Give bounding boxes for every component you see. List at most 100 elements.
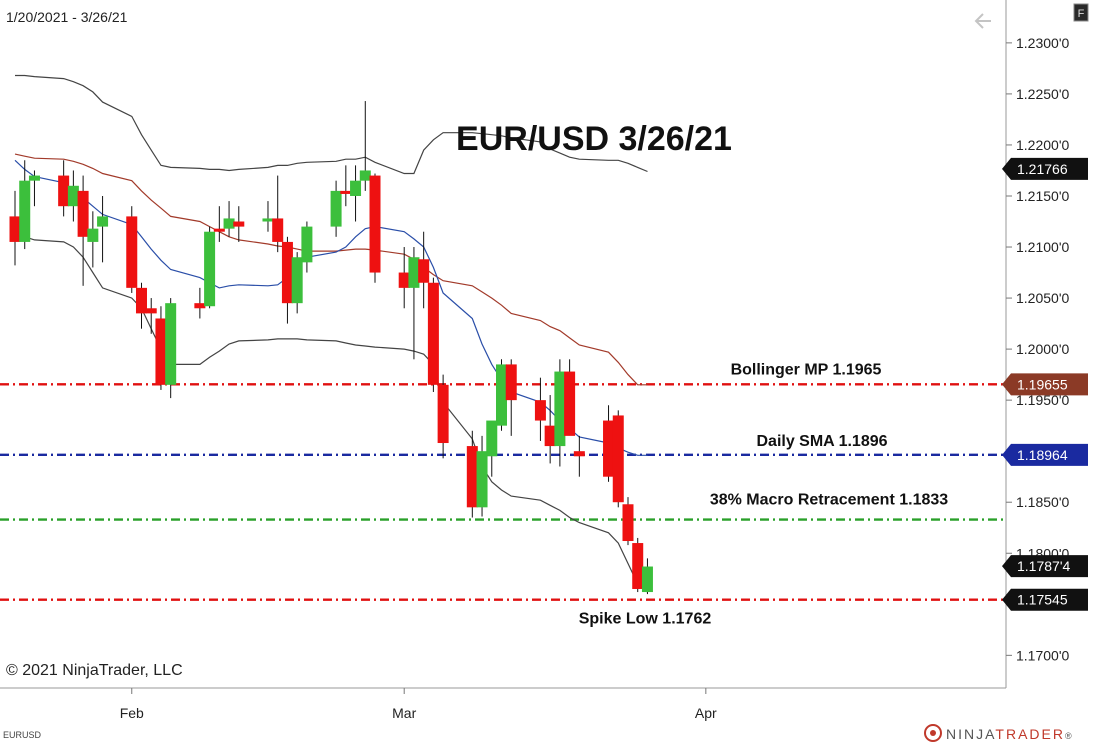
bearish-candle-body <box>544 425 556 447</box>
candle-2021-02-25 <box>359 101 371 191</box>
bullish-candle-body <box>19 180 31 242</box>
macro-retracement-annotation: 38% Macro Retracement 1.1833 <box>710 492 948 509</box>
price-badge-label: 1.1787'4 <box>1017 558 1070 574</box>
y-tick-label: 1.1950'0 <box>1016 392 1069 408</box>
bullish-candle-body <box>301 226 313 263</box>
brand-wordmark: NINJATRADER® <box>946 726 1074 742</box>
bullish-candle-body <box>223 218 235 229</box>
bearish-candle-body <box>194 303 206 309</box>
candle-2021-02-12 <box>233 206 245 242</box>
candle-2021-03-02 <box>408 247 420 360</box>
bollinger-mp-badge: 1.19655 <box>1002 373 1088 396</box>
candle-2021-03-26 <box>641 558 653 595</box>
candle-2021-02-10 <box>213 206 225 242</box>
y-tick-label: 1.1700'0 <box>1016 647 1069 663</box>
instrument-symbol: EURUSD <box>3 730 42 740</box>
candle-2021-02-03 <box>145 298 157 334</box>
svg-text:F: F <box>1078 8 1085 20</box>
candle-2021-02-04 <box>155 306 167 390</box>
bearish-candle-body <box>612 415 624 503</box>
price-badge-shape <box>1002 588 1088 611</box>
date-range-label: 1/20/2021 - 3/26/21 <box>6 9 128 25</box>
bullish-candle-body <box>496 364 507 426</box>
upper-bollinger-band <box>15 74 648 175</box>
bearish-candle-body <box>369 175 381 273</box>
candle-2021-02-16 <box>272 175 284 253</box>
bearish-candle-body <box>573 451 585 457</box>
back-arrow-icon[interactable] <box>974 13 991 29</box>
bullish-candle-body <box>204 231 216 307</box>
bullish-candle-body <box>67 185 79 207</box>
bullish-candle-body <box>262 218 274 222</box>
candle-2021-01-28 <box>87 211 99 268</box>
y-tick-label: 1.2300'0 <box>1016 35 1069 51</box>
bullish-candle-body <box>554 371 566 447</box>
bullish-candle-body <box>165 303 177 385</box>
candle-2021-02-02 <box>135 282 147 329</box>
spike-low-badge: 1.17545 <box>1002 588 1088 611</box>
candle-2021-01-21 <box>19 160 31 250</box>
y-tick-label: 1.2150'0 <box>1016 188 1069 204</box>
bullish-candle-body <box>486 420 498 457</box>
candle-2021-02-22 <box>330 180 342 237</box>
price-badge-label: 1.18964 <box>1017 447 1068 463</box>
x-tick-label: Apr <box>695 705 717 721</box>
candle-2021-03-04 <box>427 277 439 392</box>
candle-2021-03-23 <box>612 410 624 508</box>
y-tick-label: 1.2000'0 <box>1016 341 1069 357</box>
bearish-candle-body <box>622 504 634 542</box>
bullish-candle-body <box>408 257 420 288</box>
candle-2021-03-17 <box>554 359 566 467</box>
candle-2021-02-17 <box>281 236 293 324</box>
bullish-candle-body <box>330 190 342 227</box>
bearish-candle-body <box>9 216 21 242</box>
bollinger-mp-annotation: Bollinger MP 1.1965 <box>731 361 882 378</box>
candle-2021-01-27 <box>77 175 89 286</box>
chart-title: EUR/USD 3/26/21 <box>456 120 732 158</box>
corner-f-icon[interactable]: F <box>1073 3 1089 22</box>
bearish-candle-body <box>603 420 615 477</box>
candle-2021-01-22 <box>28 170 40 207</box>
candle-2021-02-23 <box>340 165 352 207</box>
bearish-candle-body <box>437 384 449 444</box>
bearish-candle-body <box>135 287 147 314</box>
bearish-candle-body <box>534 400 546 421</box>
plot-area <box>0 0 1006 688</box>
candle-2021-01-25 <box>58 160 70 217</box>
bearish-candle-body <box>340 190 352 194</box>
bearish-candle-body <box>564 371 576 436</box>
candle-2021-02-05 <box>165 298 177 399</box>
bearish-candle-body <box>58 175 70 207</box>
session-high-badge: 1.21766 <box>1002 157 1088 180</box>
candle-2021-02-01 <box>126 206 138 293</box>
price-badge-shape <box>1002 373 1088 396</box>
y-tick-label: 1.2050'0 <box>1016 290 1069 306</box>
candle-2021-02-24 <box>350 165 362 222</box>
bearish-candle-body <box>418 259 430 283</box>
price-badge-label: 1.19655 <box>1017 376 1068 392</box>
bearish-candle-body <box>145 308 157 314</box>
candle-2021-03-18 <box>564 359 576 436</box>
candle-2021-03-12 <box>505 359 517 436</box>
candle-2021-02-08 <box>194 287 206 319</box>
price-badge-label: 1.17545 <box>1017 592 1068 608</box>
candle-2021-02-18 <box>291 252 303 314</box>
y-tick-label: 1.2200'0 <box>1016 137 1069 153</box>
ninjatrader-logo-icon <box>924 724 942 742</box>
candle-2021-01-26 <box>67 170 79 222</box>
candle-2021-03-24 <box>622 497 634 546</box>
bearish-candle-body <box>272 218 284 242</box>
candle-2021-03-09 <box>476 435 488 517</box>
bearish-candle-body <box>427 282 439 385</box>
spike-low-annotation: Spike Low 1.1762 <box>579 611 712 628</box>
daily-sma-annotation: Daily SMA 1.1896 <box>756 433 887 450</box>
x-tick-label: Mar <box>392 705 416 721</box>
candle-2021-01-20 <box>9 190 21 266</box>
bullish-candle-body <box>476 451 488 508</box>
bearish-candle-body <box>632 543 644 589</box>
candle-2021-03-01 <box>398 247 410 309</box>
y-tick-label: 1.1850'0 <box>1016 494 1069 510</box>
candle-2021-01-29 <box>97 195 109 263</box>
y-tick-label: 1.2250'0 <box>1016 86 1069 102</box>
